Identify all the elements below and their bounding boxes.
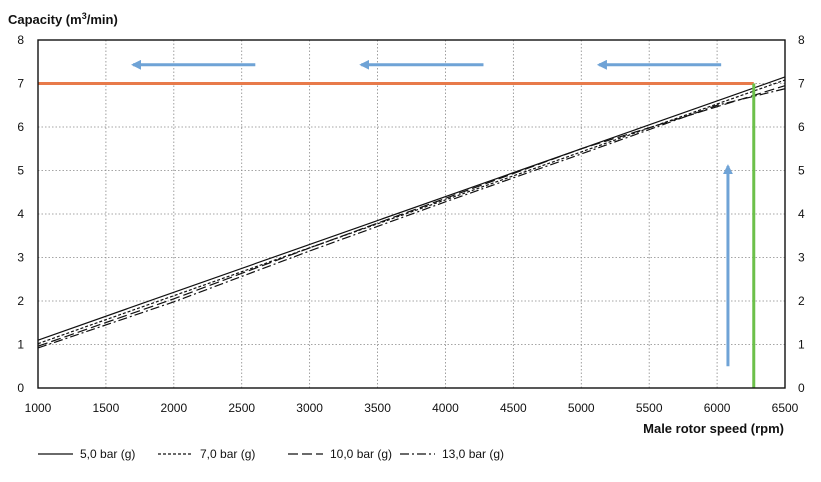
x-tick-label: 6500: [772, 401, 799, 415]
y-tick-label-left: 3: [17, 251, 24, 265]
x-tick-label: 6000: [704, 401, 731, 415]
chart-title: Capacity (m3/min): [8, 11, 118, 27]
y-tick-label-left: 7: [17, 77, 24, 91]
series-line-4: [37, 88, 786, 349]
legend-label-1: 5,0 bar (g): [80, 447, 135, 461]
x-tick-label: 2000: [160, 401, 187, 415]
series-lines: [37, 76, 786, 349]
y-tick-label-left: 0: [17, 381, 24, 395]
series-line-1: [37, 76, 786, 341]
y-tick-label-left: 2: [17, 294, 24, 308]
series-line-3: [37, 85, 786, 347]
y-tick-label-right: 7: [798, 77, 805, 91]
y-tick-label-left: 4: [17, 207, 24, 221]
x-tick-label: 1000: [25, 401, 52, 415]
x-tick-label: 4000: [432, 401, 459, 415]
y-tick-label-left: 6: [17, 120, 24, 134]
x-tick-label: 4500: [500, 401, 527, 415]
y-tick-label-left: 5: [17, 164, 24, 178]
annotations: [38, 59, 756, 388]
y-tick-label-left: 1: [17, 338, 24, 352]
plot-frame: [37, 39, 786, 389]
y-tick-label-right: 8: [798, 33, 805, 47]
y-tick-label-right: 4: [798, 207, 805, 221]
x-tick-label: 3500: [364, 401, 391, 415]
y-axis-right-ticks: 0 1 2 3 4 5 6 7 8: [798, 33, 805, 395]
legend-label-3: 10,0 bar (g): [330, 447, 392, 461]
y-tick-label-right: 1: [798, 338, 805, 352]
x-tick-label: 2500: [228, 401, 255, 415]
legend: 5,0 bar (g) 7,0 bar (g) 10,0 bar (g) 13,0 b…: [38, 447, 504, 461]
legend-label-4: 13,0 bar (g): [442, 447, 504, 461]
y-tick-label-right: 0: [798, 381, 805, 395]
y-tick-label-right: 6: [798, 120, 805, 134]
x-axis-label: Male rotor speed (rpm): [643, 421, 784, 436]
x-axis-ticks: 1000 1500 2000 2500 3000 3500 4000 4500 5000 5500…: [25, 401, 799, 415]
y-tick-label-right: 5: [798, 164, 805, 178]
x-tick-label: 1500: [93, 401, 120, 415]
y-tick-label-right: 2: [798, 294, 805, 308]
y-tick-label-right: 3: [798, 251, 805, 265]
x-tick-label: 5500: [636, 401, 663, 415]
y-tick-label-left: 8: [17, 33, 24, 47]
legend-label-2: 7,0 bar (g): [200, 447, 255, 461]
x-tick-label: 3000: [296, 401, 323, 415]
y-axis-left-ticks: 0 1 2 3 4 5 6 7 8: [17, 33, 24, 395]
series-line-2: [37, 79, 786, 345]
x-tick-label: 5000: [568, 401, 595, 415]
